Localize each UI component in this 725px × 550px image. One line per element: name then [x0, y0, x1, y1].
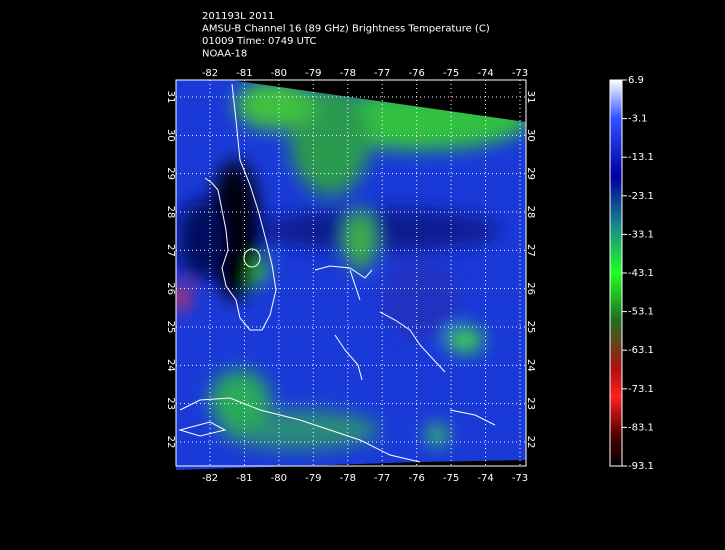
- title-line: NOAA-18: [202, 49, 247, 60]
- map-frame: [175, 79, 527, 467]
- lon-label: -82: [202, 473, 218, 484]
- lon-label: -77: [374, 68, 390, 79]
- lat-label: 29: [525, 167, 536, 180]
- coastline: [178, 83, 496, 463]
- colorbar-label: -43.1: [628, 268, 654, 279]
- lat-label: 26: [165, 282, 176, 295]
- title-line: 201193L 2011: [202, 11, 274, 22]
- title-line: AMSU-B Channel 16 (89 GHz) Brightness Te…: [202, 24, 490, 35]
- lat-label: 27: [165, 244, 176, 257]
- lat-label: 28: [525, 206, 536, 219]
- lat-label: 26: [525, 282, 536, 295]
- colorbar-label: -63.1: [628, 345, 654, 356]
- lat-label: 28: [165, 206, 176, 219]
- lat-label: 24: [165, 359, 176, 372]
- lon-label: -74: [477, 68, 493, 79]
- lon-label: -73: [512, 473, 528, 484]
- lon-label: -74: [477, 473, 493, 484]
- colorbar-label: -33.1: [628, 229, 654, 240]
- lon-label: -77: [374, 473, 390, 484]
- colorbar-label: -53.1: [628, 307, 654, 318]
- colorbar-label: -73.1: [628, 384, 654, 395]
- lon-label: -82: [202, 68, 218, 79]
- lon-label: -79: [305, 473, 321, 484]
- colorbar-label: -23.1: [628, 191, 654, 202]
- lon-label: -75: [443, 473, 459, 484]
- lat-label: 24: [525, 359, 536, 372]
- lon-label: -80: [271, 473, 287, 484]
- lat-label: 31: [525, 91, 536, 104]
- lon-label: -81: [236, 68, 252, 79]
- colorbar-label: -83.1: [628, 422, 654, 433]
- lon-label: -78: [340, 473, 356, 484]
- lon-label: -78: [340, 68, 356, 79]
- colorbar-label: 6.9: [628, 75, 644, 86]
- lon-label: -73: [512, 68, 528, 79]
- lat-label: 30: [165, 129, 176, 142]
- lat-label: 31: [165, 91, 176, 104]
- overlay: -82 -82 -81 -81 -80 -80 -79 -79 -78 -78 -77 -77 -76 -…: [165, 68, 536, 484]
- lat-label: 27: [525, 244, 536, 257]
- colorbar-label: -93.1: [628, 461, 654, 472]
- colorbar-label: -13.1: [628, 152, 654, 163]
- lat-label: 25: [525, 321, 536, 334]
- title-line: 01009 Time: 0749 UTC: [202, 36, 316, 47]
- lon-label: -75: [443, 68, 459, 79]
- lat-label: 23: [165, 397, 176, 410]
- lat-label: 22: [525, 436, 536, 449]
- lat-label: 23: [525, 397, 536, 410]
- lat-label: 30: [525, 129, 536, 142]
- imagery: [176, 80, 526, 470]
- lat-label: 25: [165, 321, 176, 334]
- colorbar-label: -3.1: [628, 114, 648, 125]
- lon-label: -79: [305, 68, 321, 79]
- lon-label: -81: [236, 473, 252, 484]
- lon-label: -80: [271, 68, 287, 79]
- colorbar: [609, 79, 623, 467]
- lon-label: -76: [408, 473, 424, 484]
- lat-label: 29: [165, 167, 176, 180]
- lon-label: -76: [408, 68, 424, 79]
- lat-label: 22: [165, 436, 176, 449]
